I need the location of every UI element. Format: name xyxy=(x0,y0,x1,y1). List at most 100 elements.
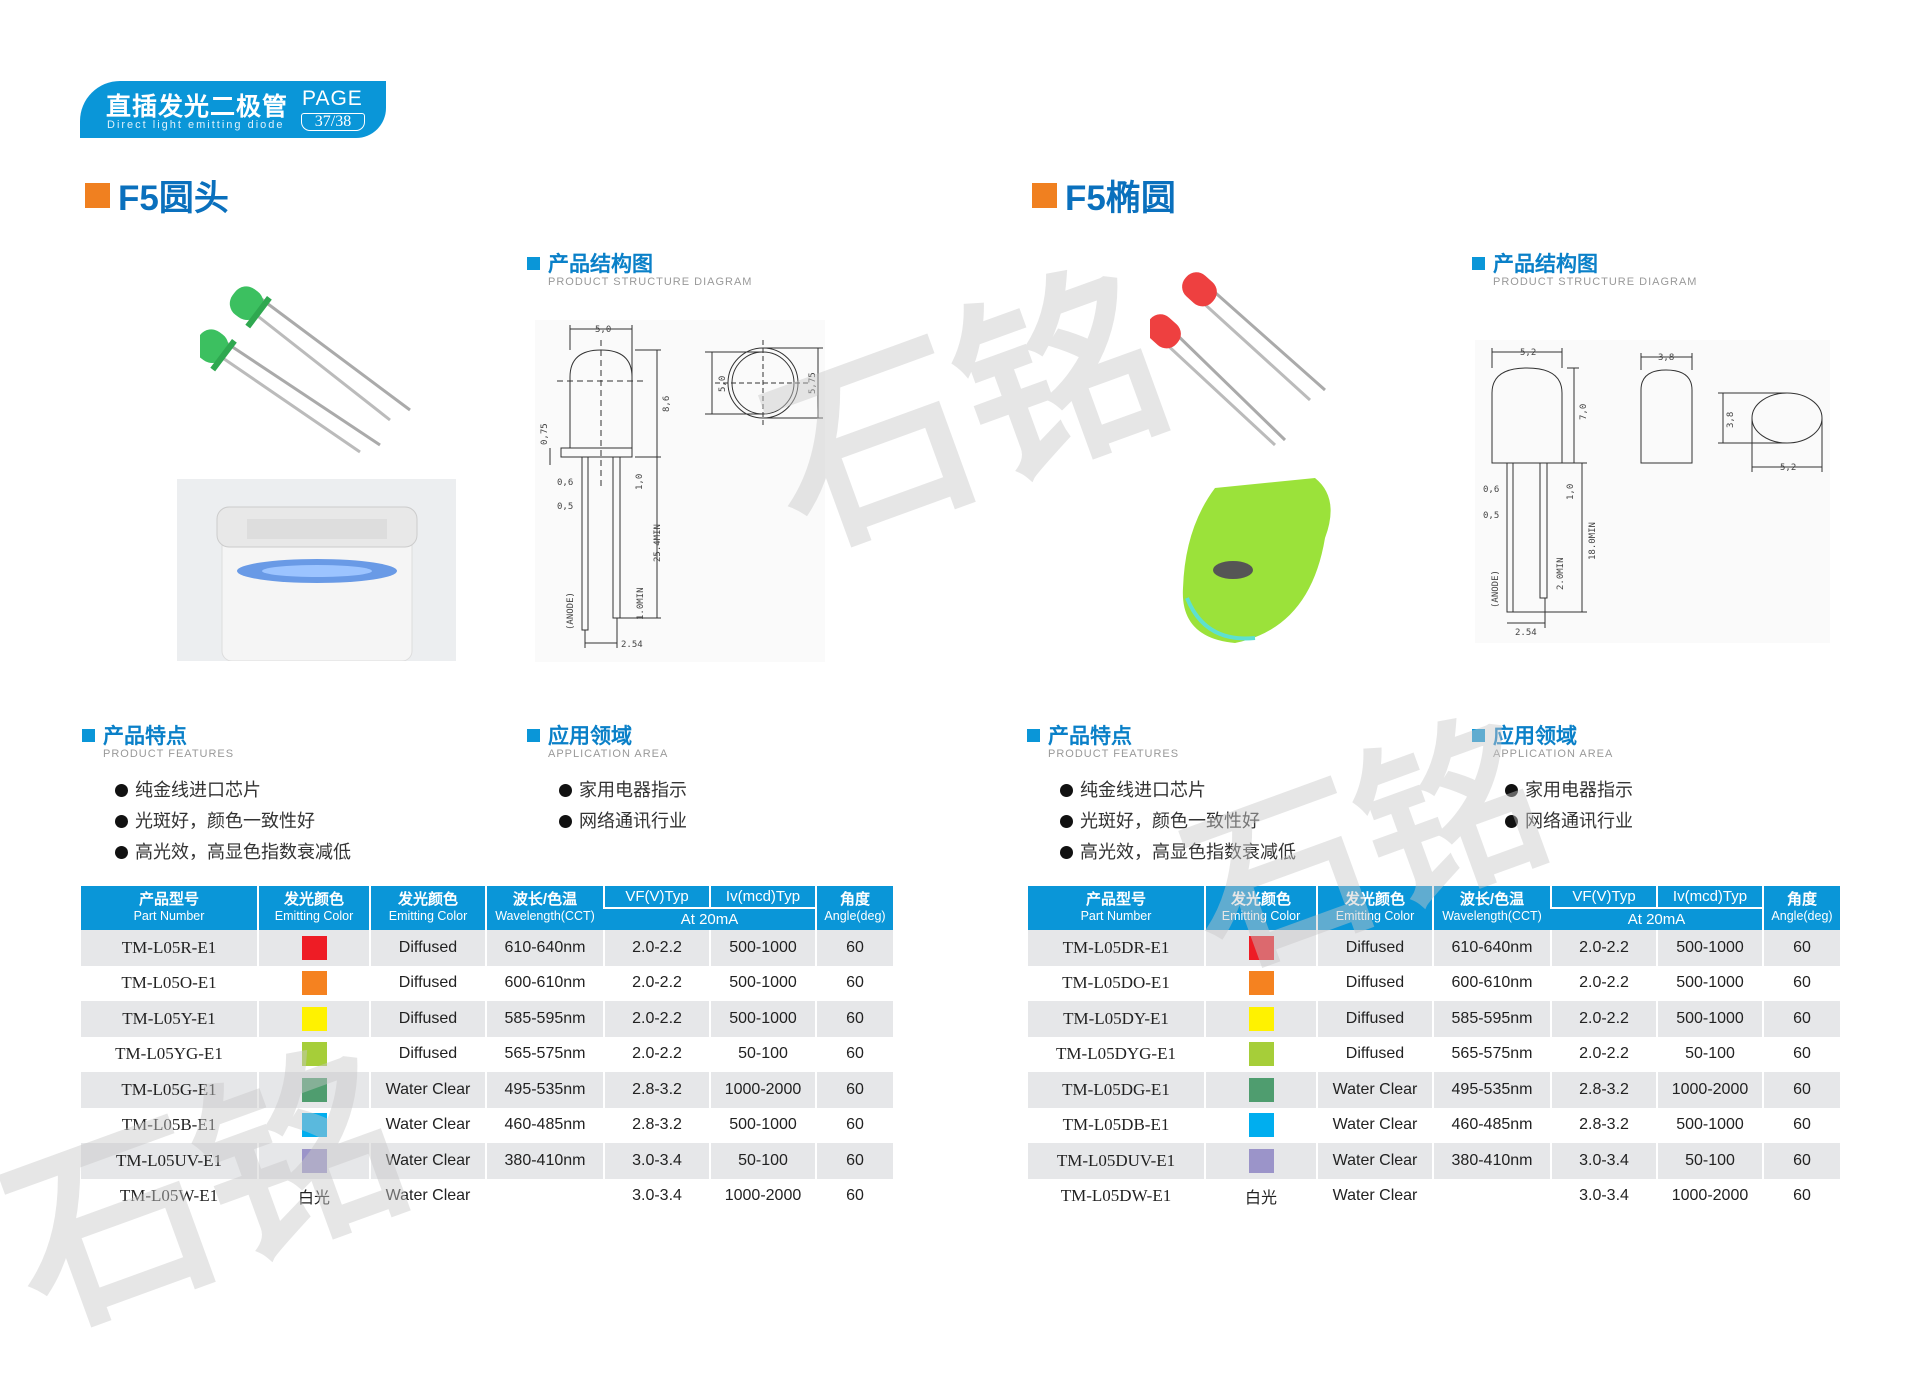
blue-square-icon xyxy=(1472,256,1485,270)
cell-part-number: TM-L05DUV-E1 xyxy=(1028,1143,1205,1179)
bullet-icon xyxy=(115,846,128,859)
cell-part-number: TM-L05DB-E1 xyxy=(1062,1115,1170,1135)
cell-iv: 50-100 xyxy=(709,1143,816,1179)
anode-label: (ANODE) xyxy=(1491,570,1501,608)
cell-lens: Water Clear xyxy=(1316,1143,1433,1179)
column-header-part: 产品型号 Part Number xyxy=(1028,886,1205,930)
cell-wl: 460-485nm xyxy=(1432,1107,1551,1143)
cell-lens: Diffused xyxy=(369,965,486,1001)
header-cn: 发光颜色 xyxy=(283,891,344,908)
dim-height: 8,6 xyxy=(662,396,672,412)
cell-lens: Diffused xyxy=(369,930,486,966)
dim-lead-w1: 0,6 xyxy=(1483,485,1499,495)
heading-text: 产品结构图 xyxy=(1493,253,1598,276)
item-text: 网络通讯行业 xyxy=(579,811,687,831)
header-en: Emitting Color xyxy=(1335,909,1415,923)
cell-angle: 60 xyxy=(815,930,893,966)
header-cn: 角度 xyxy=(839,891,870,908)
header-cn: 产品型号 xyxy=(1085,891,1146,908)
cell-emitting-color: 白光 xyxy=(1204,1178,1317,1214)
column-header-condition: At 20mA xyxy=(1551,908,1763,930)
dim-lead-w2: 0,5 xyxy=(557,502,573,512)
page-number: 37/38 xyxy=(301,113,365,131)
page-header-badge: 直插发光二极管 Direct light emitting diode PAGE… xyxy=(80,81,386,138)
cell-vf: 3.0-3.4 xyxy=(1550,1178,1657,1214)
cell-vf: 2.8-3.2 xyxy=(1550,1072,1657,1108)
dim-lead-w2: 0,5 xyxy=(1483,511,1499,521)
cell-emitting-color xyxy=(1204,965,1317,1001)
cell-emitting-color xyxy=(257,1001,370,1037)
spec-table-f5-round: 产品型号 Part Number 发光颜色 Emitting Color 发光颜色 Emi… xyxy=(81,886,893,1214)
cell-part-number: TM-L05DYG-E1 xyxy=(1056,1044,1176,1064)
dim-height: 7,0 xyxy=(1579,404,1589,420)
blue-square-icon xyxy=(82,728,95,742)
color-swatch xyxy=(1248,1113,1274,1138)
item-text: 纯金线进口芯片 xyxy=(1080,780,1206,800)
cell-angle: 60 xyxy=(815,965,893,1001)
header-en: Wavelength(CCT) xyxy=(1442,909,1542,923)
cell-iv: 50-100 xyxy=(709,1036,816,1072)
color-swatch xyxy=(301,1006,327,1031)
table-row: TM-L05DUV-E1 Water Clear 380-410nm 3.0-3.4 5… xyxy=(1028,1143,1840,1179)
structure-diagram-oval: 5,2 7,0 3,8 0,6 0,5 1,0 18.0MIN 2.0MIN 2… xyxy=(1475,340,1830,643)
cell-iv: 500-1000 xyxy=(1656,965,1763,1001)
cell-wl xyxy=(485,1178,604,1214)
green-device-image xyxy=(1182,478,1331,643)
cell-wl: 565-575nm xyxy=(1432,1036,1551,1072)
section-title-f5-oval: F5椭圆 xyxy=(1032,170,1176,221)
cell-vf: 2.0-2.2 xyxy=(603,965,710,1001)
heading-sub: PRODUCT FEATURES xyxy=(1048,748,1180,760)
cell-iv: 1000-2000 xyxy=(709,1178,816,1214)
list-item: 纯金线进口芯片 xyxy=(115,775,351,806)
header-title-cn: 直插发光二极管 xyxy=(106,93,289,121)
dim-width: 5,0 xyxy=(595,325,611,335)
color-swatch xyxy=(1248,1006,1274,1031)
color-text: 白光 xyxy=(297,1190,330,1208)
header-en: Wavelength(CCT) xyxy=(495,909,595,923)
cell-lens: Diffused xyxy=(1316,930,1433,966)
cell-wl: 380-410nm xyxy=(485,1143,604,1179)
cell-lens: Water Clear xyxy=(1316,1072,1433,1108)
cell-angle: 60 xyxy=(1762,965,1840,1001)
cell-part-number: TM-L05W-E1 xyxy=(119,1186,219,1206)
cell-vf: 2.8-3.2 xyxy=(603,1072,710,1108)
structure-diagram-round: 5,0 8,6 0,75 0,6 0,5 1,0 25.4MIN 1.0MIN … xyxy=(535,320,825,662)
features-heading-right: 产品特点 PRODUCT FEATURES xyxy=(1027,720,1179,760)
cell-vf: 2.8-3.2 xyxy=(603,1107,710,1143)
cell-wl: 495-535nm xyxy=(1432,1072,1551,1108)
cell-wl: 565-575nm xyxy=(485,1036,604,1072)
structure-heading-right: 产品结构图 PRODUCT STRUCTURE DIAGRAM xyxy=(1472,248,1697,288)
cell-iv: 500-1000 xyxy=(709,965,816,1001)
table-row: TM-L05DG-E1 Water Clear 495-535nm 2.8-3.2 10… xyxy=(1028,1072,1840,1108)
section-title-text: F5椭圆 xyxy=(1065,179,1176,218)
cell-emitting-color xyxy=(1204,1107,1317,1143)
color-swatch xyxy=(1248,1148,1274,1173)
table-row: TM-L05G-E1 Water Clear 495-535nm 2.8-3.2 100… xyxy=(81,1072,893,1108)
header-cn: 波长/色温 xyxy=(1459,891,1525,908)
table-row: TM-L05DYG-E1 Diffused 565-575nm 2.0-2.2 50-1… xyxy=(1028,1036,1840,1072)
dim-ellipse-width: 5,2 xyxy=(1780,463,1796,473)
dim-kink: 1,0 xyxy=(635,474,645,490)
dim-lead-diff: 1.0MIN xyxy=(636,587,646,620)
cell-wl xyxy=(1432,1178,1551,1214)
cell-wl: 610-640nm xyxy=(1432,930,1551,966)
table-row: TM-L05W-E1 白光 Water Clear 3.0-3.4 1000-2000 6… xyxy=(81,1178,893,1214)
application-list-right: 家用电器指示 网络通讯行业 xyxy=(1505,775,1633,837)
cell-wl: 460-485nm xyxy=(485,1107,604,1143)
dim-side-width: 3,8 xyxy=(1658,353,1674,363)
bullet-icon xyxy=(1060,815,1073,828)
heading-sub: PRODUCT STRUCTURE DIAGRAM xyxy=(548,276,753,288)
color-swatch xyxy=(1248,1077,1274,1102)
header-cn: 波长/色温 xyxy=(512,891,578,908)
bullet-icon xyxy=(559,784,572,797)
cell-emitting-color xyxy=(1204,1143,1317,1179)
table-header-row: 产品型号 Part Number 发光颜色 Emitting Color 发光颜色 Emi… xyxy=(81,886,893,930)
spec-table-f5-oval: 产品型号 Part Number 发光颜色 Emitting Color 发光颜色 Emi… xyxy=(1028,886,1840,1214)
application-list-left: 家用电器指示 网络通讯行业 xyxy=(559,775,687,837)
heading-sub: APPLICATION AREA xyxy=(1493,748,1614,760)
cell-vf: 3.0-3.4 xyxy=(1550,1143,1657,1179)
table-header-row: At 20mA xyxy=(81,908,893,930)
column-header-lens: 发光颜色 Emitting Color xyxy=(369,886,486,930)
item-text: 光斑好，颜色一致性好 xyxy=(1080,811,1260,831)
list-item: 纯金线进口芯片 xyxy=(1060,775,1296,806)
